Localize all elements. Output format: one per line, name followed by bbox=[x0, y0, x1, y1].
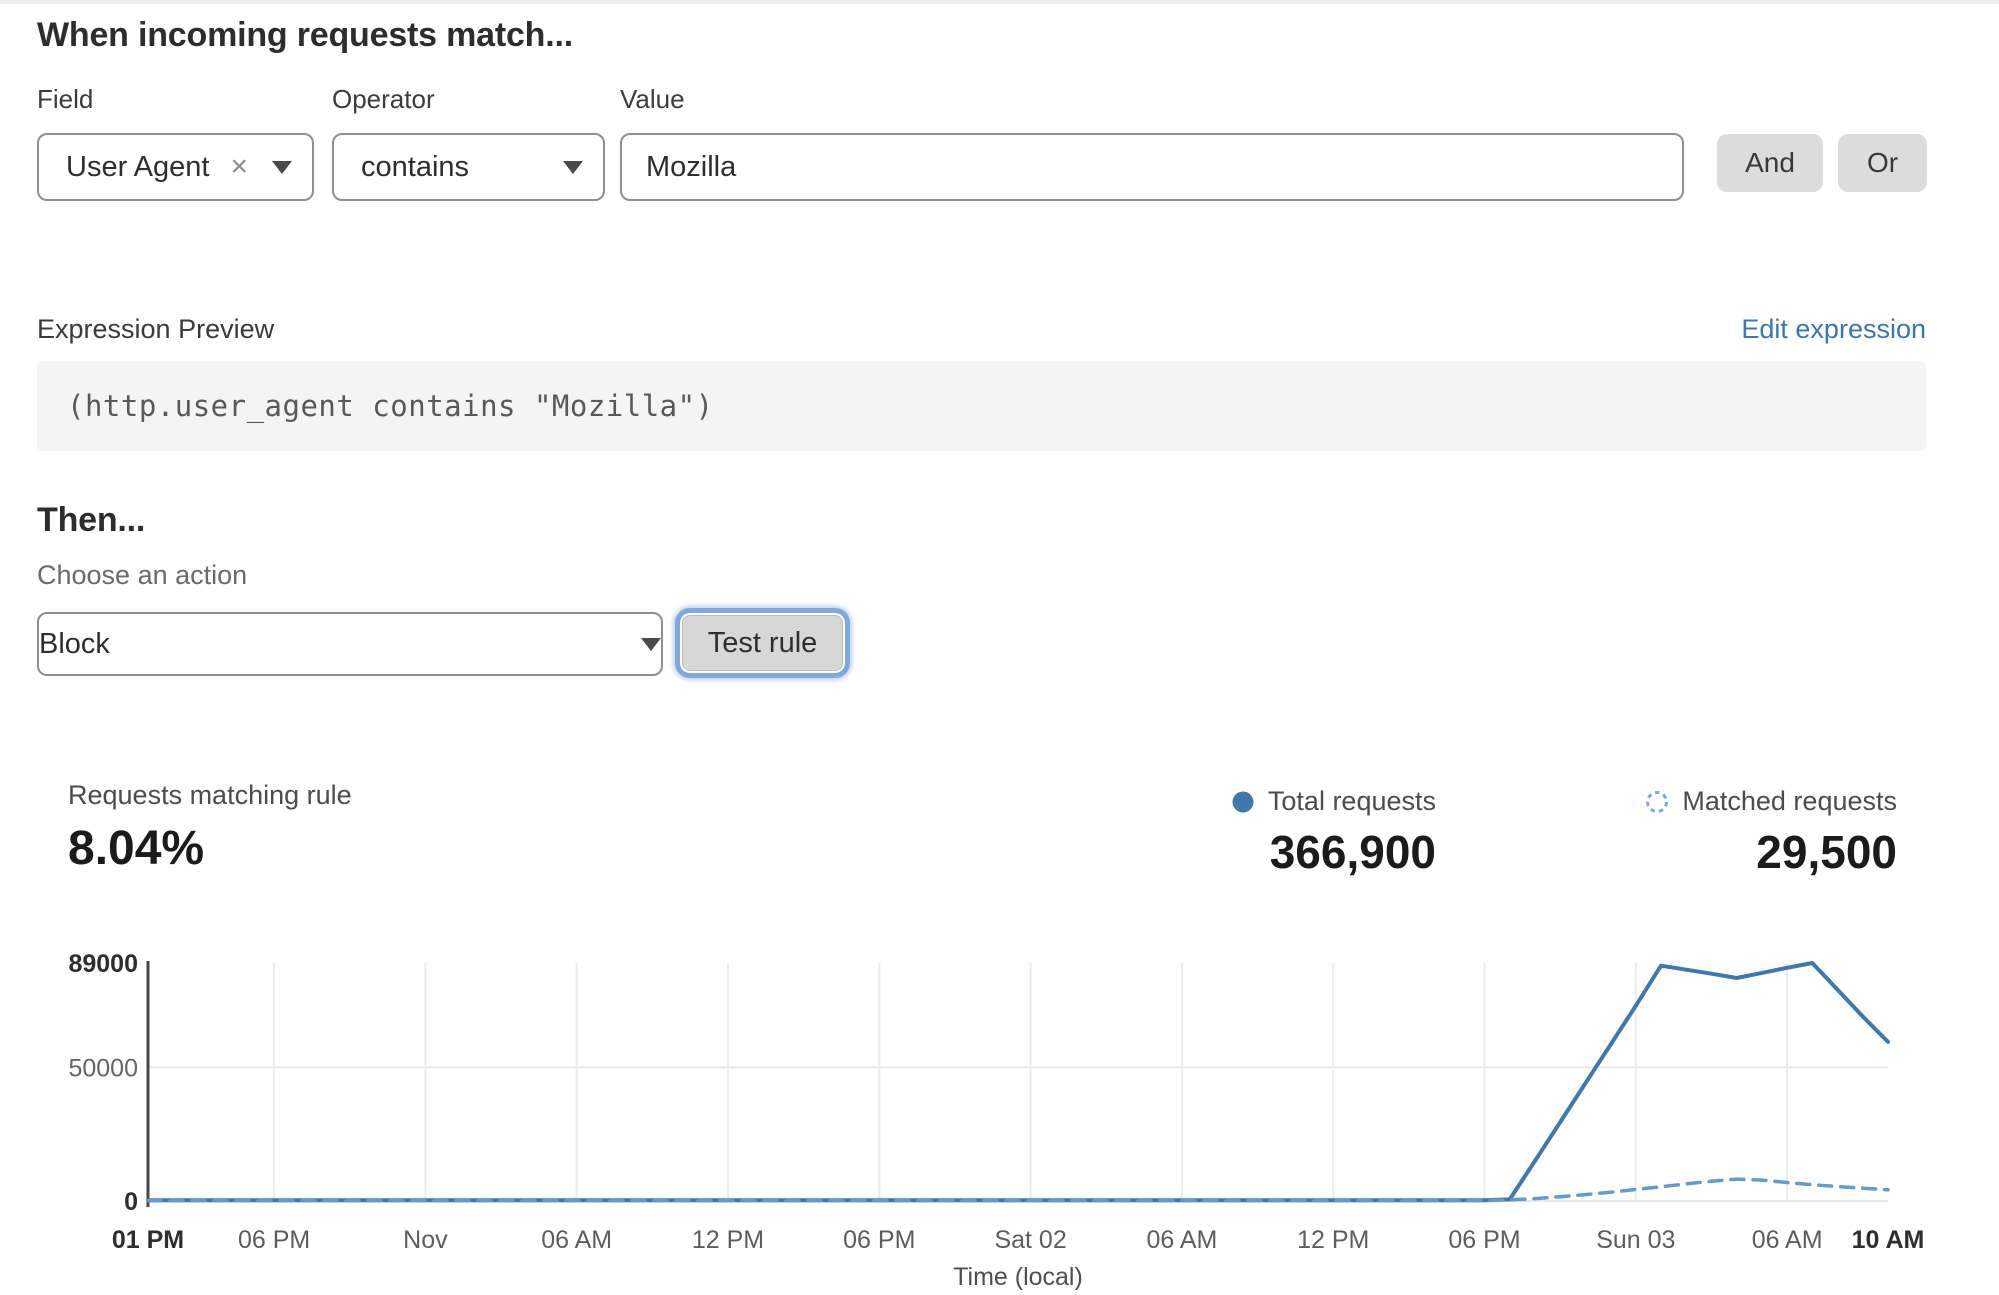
series-line-total-requests bbox=[146, 961, 1890, 1203]
x-tick-label: 12 PM bbox=[692, 1226, 764, 1254]
matched-requests-dashed-circle-icon bbox=[1646, 790, 1669, 813]
expression-preview-label: Expression Preview bbox=[37, 314, 275, 344]
section-title-match: When incoming requests match... bbox=[37, 16, 573, 54]
x-tick-label: 06 AM bbox=[1752, 1226, 1823, 1254]
section-title-then: Then... bbox=[37, 501, 146, 539]
clear-field-icon[interactable]: × bbox=[230, 150, 248, 183]
operator-select-value: contains bbox=[361, 150, 470, 183]
field-select[interactable]: User Agent × bbox=[37, 133, 314, 201]
field-select-value: User Agent bbox=[66, 150, 210, 183]
x-tick-label: Sat 02 bbox=[994, 1226, 1066, 1254]
expression-code: (http.user_agent contains "Mozilla") bbox=[67, 389, 714, 423]
x-tick-label: 06 AM bbox=[541, 1226, 612, 1254]
x-axis-title: Time (local) bbox=[953, 1263, 1083, 1291]
y-tick-label: 50000 bbox=[68, 1054, 138, 1082]
stat-matched-label: Matched requests bbox=[1682, 786, 1897, 816]
stat-matched-requests: Matched requests 29,500 bbox=[1645, 786, 1897, 879]
action-select-value: Block bbox=[39, 627, 110, 660]
stat-total-label: Total requests bbox=[1267, 786, 1436, 816]
expression-preview-block: (http.user_agent contains "Mozilla") bbox=[37, 361, 1926, 451]
value-input[interactable]: Mozilla bbox=[620, 133, 1684, 201]
stat-requests-matching: Requests matching rule 8.04% bbox=[68, 780, 352, 876]
stat-matching-value: 8.04% bbox=[68, 822, 205, 875]
or-button[interactable]: Or bbox=[1838, 134, 1927, 192]
stat-matched-value: 29,500 bbox=[1756, 826, 1897, 878]
stat-matching-label: Requests matching rule bbox=[68, 780, 352, 810]
value-label: Value bbox=[620, 84, 685, 114]
and-button[interactable]: And bbox=[1717, 134, 1823, 192]
test-rule-button[interactable]: Test rule bbox=[682, 615, 843, 671]
window-top-edge bbox=[0, 0, 1999, 4]
series-line-matched-requests bbox=[146, 1177, 1890, 1203]
chevron-down-icon bbox=[641, 637, 661, 651]
requests-chart: 0 50000 89000 01 PM 06 PM Nov 06 AM 12 PM 06 PM S… bbox=[68, 950, 1925, 1291]
operator-label: Operator bbox=[332, 84, 435, 114]
x-tick-label: 06 PM bbox=[1448, 1226, 1520, 1254]
chevron-down-icon bbox=[563, 160, 583, 174]
x-tick-label: 12 PM bbox=[1297, 1226, 1369, 1254]
stat-total-requests: Total requests 366,900 bbox=[1231, 786, 1436, 879]
choose-action-label: Choose an action bbox=[37, 560, 248, 590]
field-label: Field bbox=[37, 84, 94, 114]
x-tick-label: 01 PM bbox=[112, 1226, 184, 1254]
x-tick-label: Nov bbox=[403, 1226, 448, 1254]
value-input-text: Mozilla bbox=[646, 150, 737, 183]
y-tick-label: 89000 bbox=[68, 950, 138, 978]
chevron-down-icon bbox=[272, 160, 292, 174]
total-requests-dot-icon bbox=[1232, 791, 1254, 812]
x-tick-label: Sun 03 bbox=[1596, 1226, 1675, 1254]
edit-expression-link[interactable]: Edit expression bbox=[1741, 314, 1926, 344]
action-select[interactable]: Block bbox=[37, 612, 663, 676]
operator-select[interactable]: contains bbox=[332, 133, 605, 201]
x-tick-label: 06 PM bbox=[238, 1226, 310, 1254]
x-tick-label: 06 AM bbox=[1146, 1226, 1217, 1254]
stat-total-value: 366,900 bbox=[1269, 826, 1436, 878]
x-tick-label: 10 AM bbox=[1852, 1226, 1925, 1254]
y-tick-label: 0 bbox=[124, 1188, 138, 1216]
x-tick-label: 06 PM bbox=[843, 1226, 915, 1254]
